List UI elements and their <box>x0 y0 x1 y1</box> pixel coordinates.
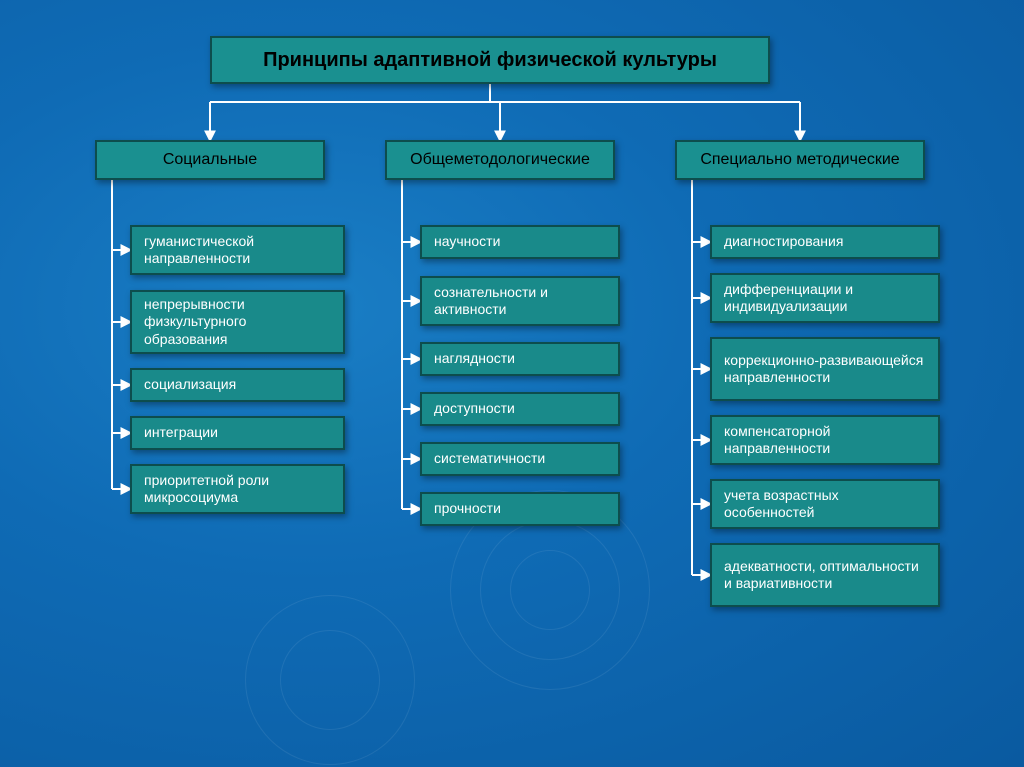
item-box: компенсаторной направленности <box>710 415 940 465</box>
item-box: гуманистической направленности <box>130 225 345 275</box>
category-box: Социальные <box>95 140 325 180</box>
category-box: Специально методические <box>675 140 925 180</box>
item-box: систематичности <box>420 442 620 476</box>
item-box: адекватности, оптимальности и вариативно… <box>710 543 940 607</box>
item-box: прочности <box>420 492 620 526</box>
diagram-title: Принципы адаптивной физической культуры <box>210 36 770 84</box>
item-box: диагностирования <box>710 225 940 259</box>
item-box: интеграции <box>130 416 345 450</box>
item-box: приоритетной роли микросоциума <box>130 464 345 514</box>
item-box: коррекционно-развивающейся направленност… <box>710 337 940 401</box>
background-ripple <box>480 520 620 660</box>
item-box: дифференциации и индивидуализации <box>710 273 940 323</box>
item-box: сознательности и активности <box>420 276 620 326</box>
diagram-root: Принципы адаптивной физической культуры … <box>0 0 1024 767</box>
item-box: непрерывности физкультурного образования <box>130 290 345 354</box>
item-box: социализация <box>130 368 345 402</box>
background-ripple <box>280 630 380 730</box>
item-box: научности <box>420 225 620 259</box>
item-box: учета возрастных особенностей <box>710 479 940 529</box>
item-box: доступности <box>420 392 620 426</box>
category-box: Общеметодологические <box>385 140 615 180</box>
background-ripple <box>510 550 590 630</box>
background-ripple <box>245 595 415 765</box>
item-box: наглядности <box>420 342 620 376</box>
